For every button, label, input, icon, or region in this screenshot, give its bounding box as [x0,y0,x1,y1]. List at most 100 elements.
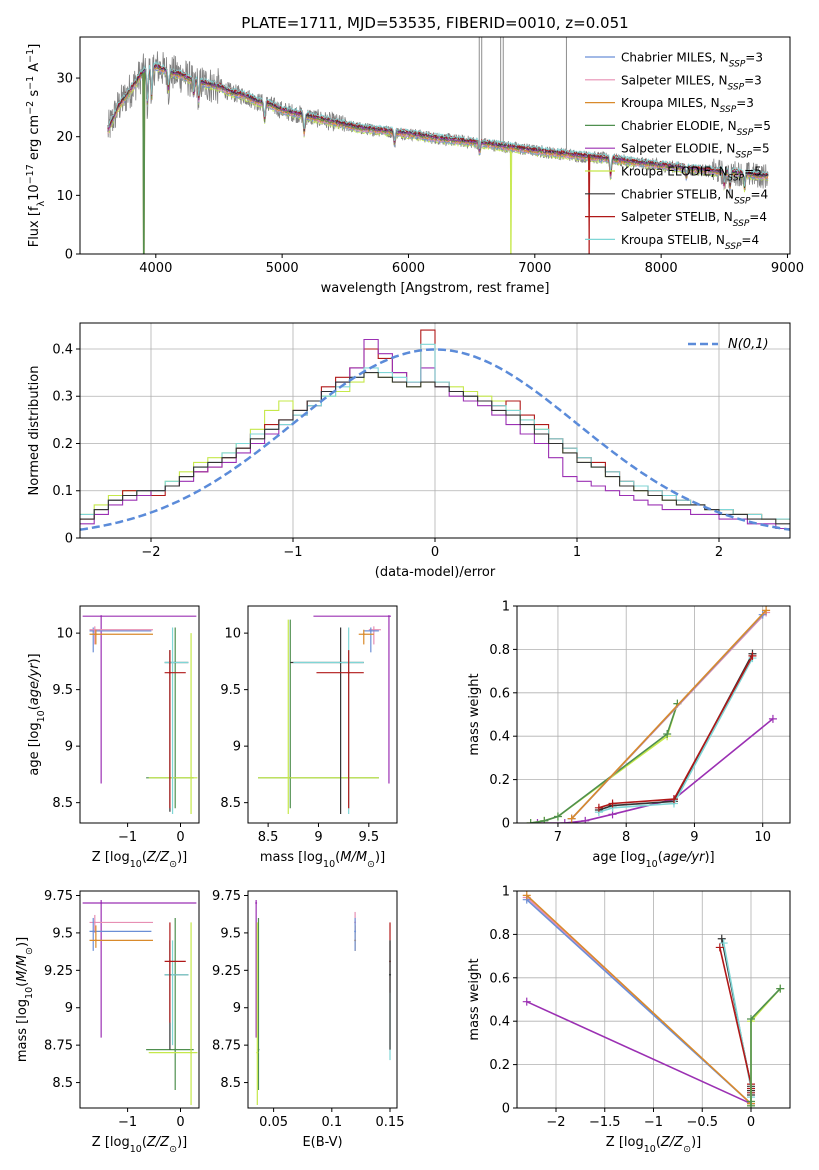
x-tick-label: −2 [141,545,160,560]
point-salpeter-elodie [100,615,103,618]
x-tick-label: 1 [573,545,581,560]
legend-label: Salpeter STELIB, NSSP=4 [621,210,767,229]
age-vs-mass-panel: 8.5 9 9.5 8.5 9 9.5 10 mass [log10(M/M⊙)] [220,605,398,870]
y-tick-label: 0.6 [489,686,510,701]
point-kroupa-stelib [171,661,174,664]
mass-vs-metallicity-panel: −1 0 8.5 8.75 9 9.25 9.5 9.75 Z [log10(Z/Z⊙)] mas… [15,889,200,1155]
point-chabrier-miles [92,629,95,632]
y-tick-label: 0.4 [489,1015,510,1030]
y-tick-label: 1 [502,600,510,615]
x-tick-label: −1 [118,830,137,845]
axes-frame [247,890,398,1109]
x-tick-label: 0 [747,1115,755,1130]
mass-vs-ebv-panel: 0.05 0.1 0.15 8.5 8.75 9 9.25 9.5 9.75 E(B-V) [212,889,404,1150]
x-tick-label: 7 [554,830,562,845]
plot-area [82,615,198,814]
y-tick-label: 0.1 [52,484,73,499]
weight-line-salpeter-elodie [526,1000,752,1105]
weight-line-kroupa-miles [571,609,767,820]
y-tick-label: 0.2 [489,1058,510,1073]
x-axis-label: mass [log10(M/M⊙)] [260,850,385,870]
x-tick-label: −1 [283,545,302,560]
x-tick-label: −1.5 [589,1115,621,1130]
point-kroupa-elodie [287,776,290,779]
weight-marker-kroupa-miles [522,891,531,900]
point-chabrier-elodie [174,1048,177,1051]
point-salpeter-elodie [255,901,258,904]
y-tick-label: 0.8 [489,928,510,943]
point-chabrier-miles [354,930,357,933]
y-tick-label: 8.5 [220,1076,241,1091]
y-tick-label: 0.4 [489,730,510,745]
y-tick-label: 9 [233,1001,241,1016]
weight-marker-chabrier-elodie [747,1015,755,1024]
x-axis-label: Z [log10(Z/Z⊙)] [606,1135,701,1155]
weight-marker-kroupa-miles [567,814,576,823]
weight-marker-chabrier-elodie [747,1101,755,1108]
plot-area [258,615,391,814]
weight-marker-salpeter-stelib [594,803,603,812]
y-tick-label: 9.5 [220,926,241,941]
point-kroupa-miles [362,633,365,636]
x-tick-label: 8 [622,830,630,845]
legend-label: Chabrier STELIB, NSSP=4 [621,187,768,206]
axes-frame [79,36,791,255]
y-tick-label: 8.75 [44,1039,73,1054]
x-axis-label: Z [log10(Z/Z⊙)] [92,850,187,870]
plot-area [80,329,790,531]
y-axis-label: Normed distribution [27,366,42,496]
weight-marker-chabrier-elodie [526,819,535,823]
y-tick-label: 9 [233,740,241,755]
point-kroupa-miles [94,633,97,636]
y-tick-label: 0.2 [52,437,73,452]
weight-marker-salpeter-stelib [669,795,678,804]
y-axis-label: age [log10(age/yr)] [27,653,47,775]
point-chabrier-miles [369,629,372,632]
legend-label: Kroupa STELIB, NSSP=4 [621,233,759,252]
y-tick-label: 0 [502,1102,510,1117]
y-axis-label: mass weight [467,673,482,755]
x-axis-label: (data-model)/error [375,565,496,580]
gaussian-curve [80,348,790,531]
y-axis-label: mass [log10(M/M⊙)] [15,937,35,1062]
weight-marker-chabrier-elodie [553,812,562,821]
y-tick-label: 9.25 [212,964,241,979]
x-tick-label: 9.5 [358,830,379,845]
point-salpeter-miles [93,921,96,924]
y-tick-label: 10 [56,189,73,204]
weight-vs-metallicity-panel: −2 −1.5 −1 −0.5 0 0 0.2 0.4 0.6 0.8 1 Z [log10(Z/Z⊙… [467,885,791,1155]
x-axis-label: wavelength [Angstrom, rest frame] [321,281,550,296]
x-tick-label: −1 [644,1115,663,1130]
y-tick-label: 1 [502,885,510,900]
model-salpeter-miles [107,66,769,190]
y-axis-label: mass weight [467,958,482,1040]
y-tick-label: 9.75 [44,889,73,904]
x-tick-label: 0 [176,1115,184,1130]
y-tick-label: 30 [56,72,73,87]
point-kroupa-stelib [171,973,174,976]
legend-label: Salpeter ELODIE, NSSP=5 [621,142,770,161]
x-tick-label: 5000 [266,261,299,276]
y-tick-label: 0 [65,248,73,263]
y-axis-label: Flux [fλ10−17 erg cm−2 s−1 A−1] [25,44,47,248]
x-tick-label: 0 [176,830,184,845]
weight-marker-salpeter-stelib [748,651,757,660]
axes-frame [247,605,398,824]
y-tick-label: 8.5 [52,1076,73,1091]
weight-marker-salpeter-elodie [768,714,777,723]
x-tick-label: −2 [546,1115,565,1130]
weight-marker-chabrier-elodie [776,984,785,993]
weight-marker-salpeter-elodie [560,819,569,823]
y-tick-label: 10 [224,627,241,642]
legend-label: Chabrier MILES, NSSP=3 [621,51,763,70]
x-tick-label: 4000 [139,261,172,276]
point-chabrier-stelib [389,973,392,976]
axes-frame [79,890,200,1109]
weight-marker-salpeter-stelib [608,799,617,808]
y-tick-label: 10 [56,627,73,642]
y-tick-label: 9.75 [212,889,241,904]
point-chabrier-miles [92,930,95,933]
y-tick-label: 9.5 [52,683,73,698]
legend-label: Chabrier ELODIE, NSSP=5 [621,119,771,138]
